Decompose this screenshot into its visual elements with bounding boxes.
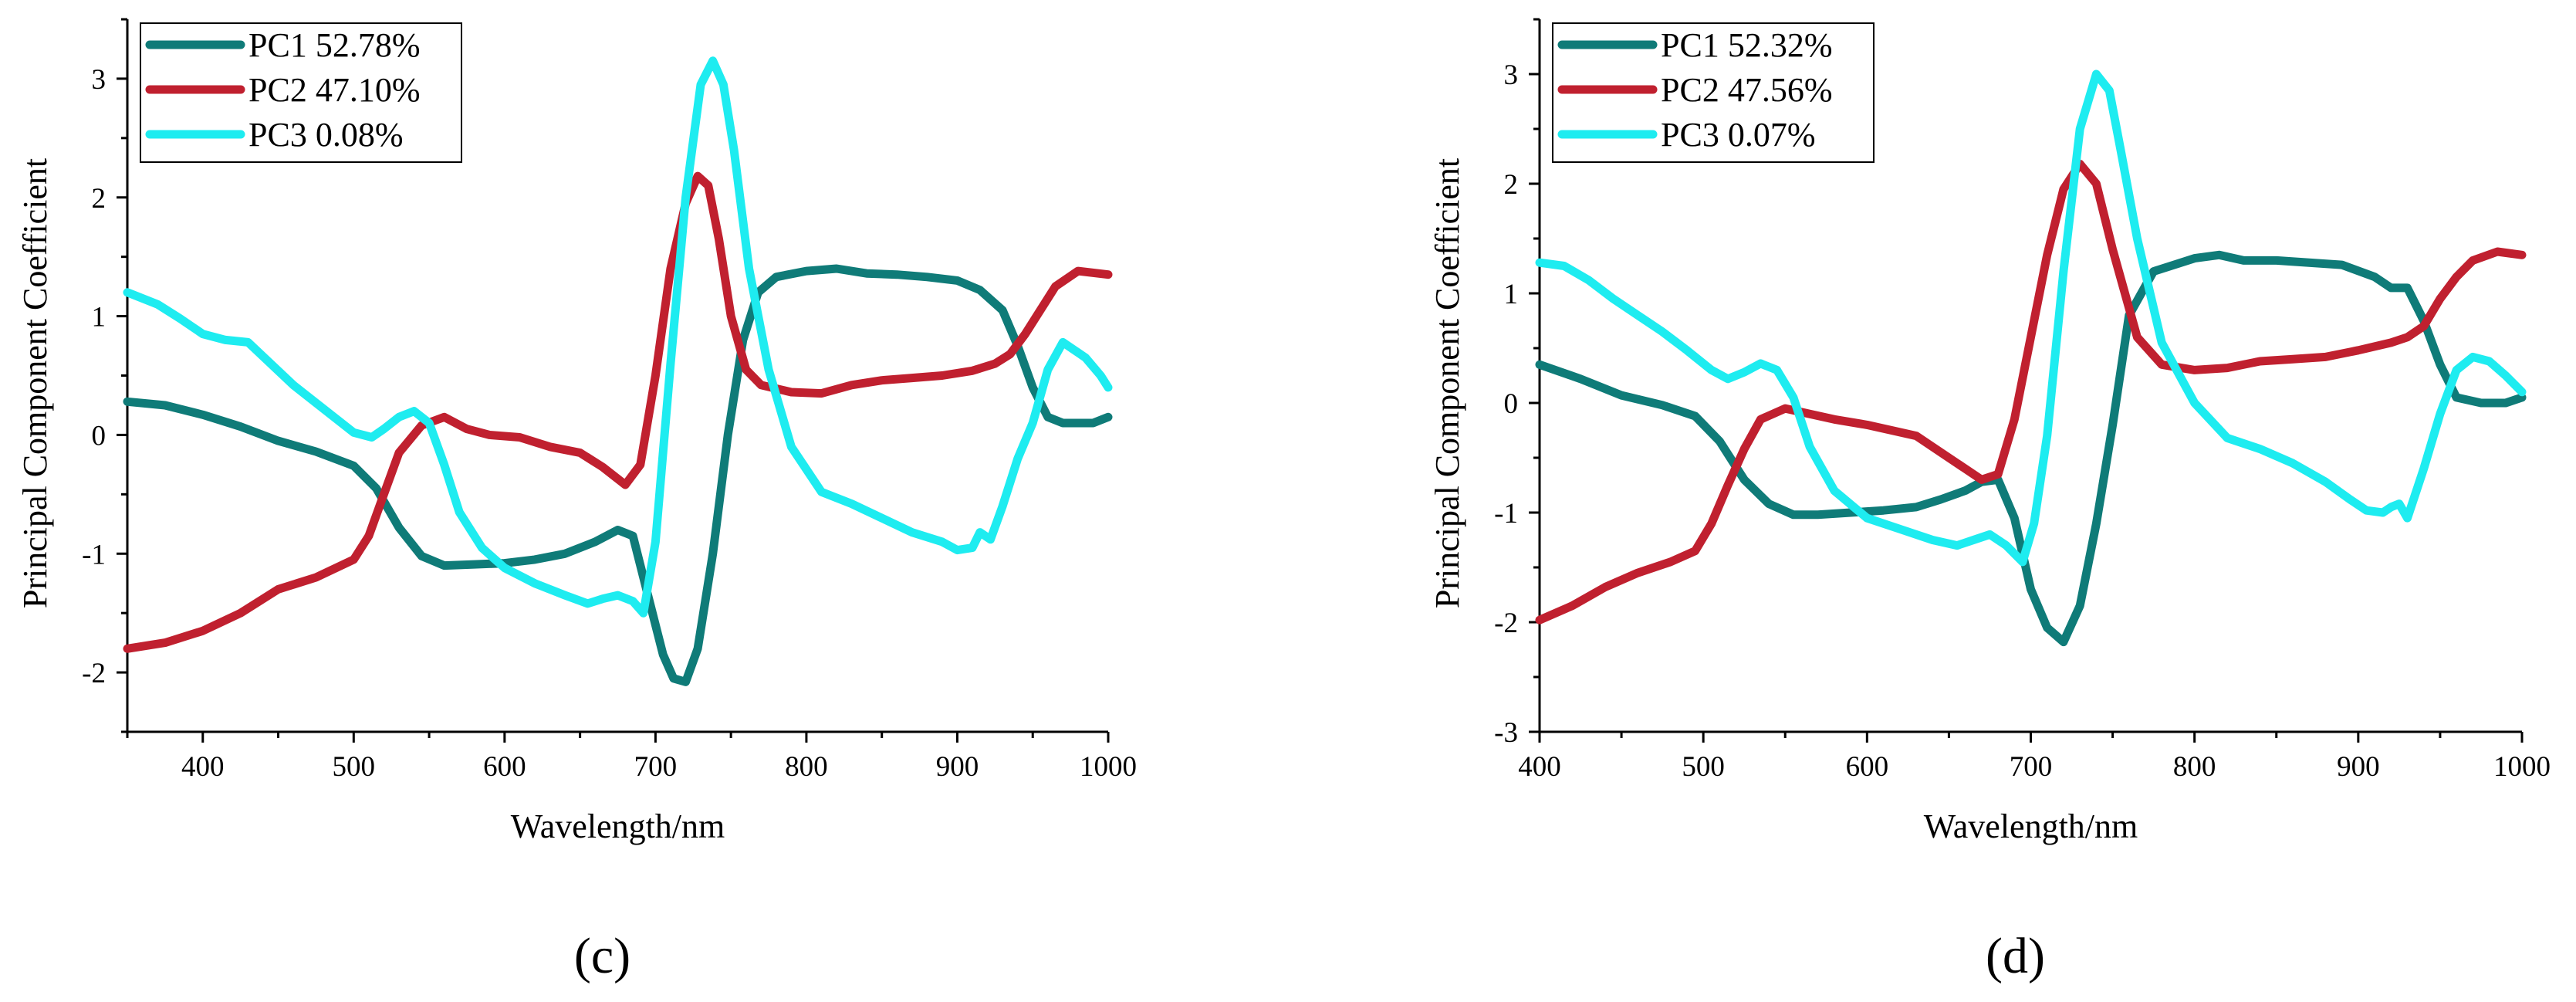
x-tick-label: 600 [1846,751,1889,783]
y-tick-label: -2 [1494,608,1518,639]
y-tick-label: 3 [1504,59,1519,91]
y-tick-label: -1 [1494,498,1518,530]
x-tick-label: 600 [483,751,526,783]
series-line-pc3 [123,56,1113,618]
x-axis-title: Wavelength/nm [1924,807,2138,845]
series-line-pc2 [123,171,1113,653]
series-line-pc2 [1535,159,2527,625]
y-tick-label: 2 [1504,169,1519,201]
legend-label-pc1: PC1 52.78% [248,26,420,64]
legend-label-pc3: PC3 0.08% [248,116,403,154]
x-tick-label: 900 [2337,751,2380,783]
panel-label: (c) [574,928,630,984]
chart-panel-c: -2 -1 0 1 2 3 400 500 600 700 800 900 1000 PC1 52.78%… [16,18,1137,984]
x-axis-title: Wavelength/nm [511,807,725,845]
series-line-pc3 [1535,69,2527,567]
series-line-pc1 [1535,250,2527,647]
y-tick-label: -3 [1494,717,1518,749]
x-tick-label: 400 [1518,751,1561,783]
y-tick-label: 1 [1504,279,1519,310]
y-tick-label: -1 [82,539,106,570]
legend-label-pc1: PC1 52.32% [1661,26,1832,64]
x-tick-label: 1000 [2493,751,2551,783]
y-axis-title: Principal Component Coefficient [1428,158,1466,608]
legend-label-pc3: PC3 0.07% [1661,116,1815,154]
x-tick-label: 700 [634,751,678,783]
y-tick-label: 0 [1504,388,1519,420]
x-tick-label: 500 [333,751,376,783]
x-tick-label: 400 [181,751,225,783]
x-tick-label: 500 [1682,751,1725,783]
x-tick-label: 800 [2173,751,2216,783]
x-tick-label: 700 [2010,751,2053,783]
chart-panel-d: -3 -2 -1 0 1 2 3 400 500 600 700 800 900 1000 PC1 52.3… [1428,18,2551,984]
y-axis-title: Principal Component Coefficient [16,158,54,608]
y-tick-label: 3 [92,64,106,96]
y-tick-label: 2 [92,183,106,215]
x-tick-label: 1000 [1080,751,1137,783]
legend-label-pc2: PC2 47.10% [248,71,420,109]
y-tick-label: 1 [92,302,106,333]
x-tick-label: 800 [785,751,828,783]
panel-label: (d) [1986,928,2045,984]
y-tick-label: 0 [92,420,106,452]
y-tick-label: -2 [82,658,106,689]
series-line-pc1 [123,264,1113,686]
x-tick-label: 900 [936,751,979,783]
legend-label-pc2: PC2 47.56% [1661,71,1832,109]
